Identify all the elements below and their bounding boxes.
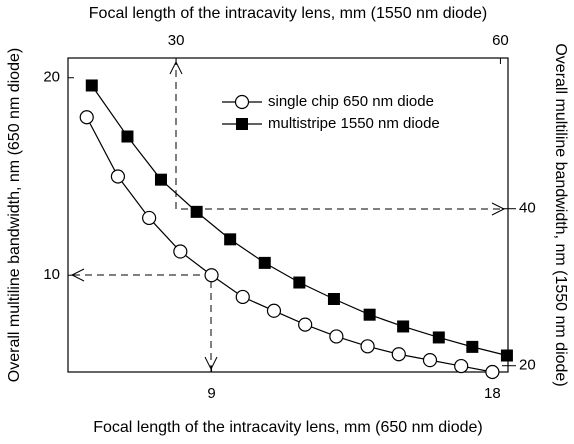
legend-marker	[236, 118, 248, 130]
x2-tick-label: 30	[168, 32, 185, 49]
marker	[397, 320, 410, 333]
marker	[466, 340, 479, 353]
marker	[363, 308, 376, 321]
marker	[327, 292, 340, 305]
x-tick-label: 9	[207, 385, 215, 402]
x2-axis-title: Focal length of the intracavity lens, mm…	[89, 5, 487, 22]
y-tick-label: 20	[43, 69, 60, 86]
marker	[224, 233, 237, 246]
marker	[432, 331, 445, 344]
marker	[85, 79, 98, 92]
y2-tick-label: 20	[519, 357, 536, 374]
arrow-head	[204, 356, 218, 371]
marker	[142, 210, 157, 226]
x2-tick-label: 60	[492, 32, 509, 49]
marker	[500, 349, 513, 362]
marker	[298, 317, 313, 332]
y-tick-label: 10	[43, 266, 60, 283]
marker	[258, 256, 271, 269]
y2-tick-label: 40	[519, 200, 536, 217]
marker	[121, 130, 134, 143]
marker	[173, 244, 188, 259]
marker	[266, 303, 282, 318]
marker	[391, 347, 406, 362]
marker	[79, 110, 94, 125]
marker	[293, 276, 306, 289]
x-tick-label: 18	[484, 385, 501, 402]
marker	[110, 169, 126, 184]
marker	[422, 353, 438, 368]
marker	[454, 358, 469, 374]
plot-frame	[67, 57, 509, 373]
guide-dashed	[72, 274, 212, 372]
marker	[360, 339, 375, 354]
legend-label: single chip 650 nm diode	[268, 93, 434, 110]
y-axis-title: Overall multiline bandwidth, nm (650 nm …	[6, 48, 23, 382]
guide-dashed	[175, 58, 504, 210]
marker	[329, 329, 344, 344]
marker	[190, 205, 203, 218]
x-axis-title: Focal length of the intracavity lens, mm…	[93, 419, 483, 436]
legend-marker	[234, 94, 250, 110]
marker	[154, 173, 167, 186]
legend-label: multistripe 1550 nm diode	[268, 115, 440, 132]
series-line	[86, 116, 493, 373]
y2-axis-title: Overall multiline bandwidth, nm (1550 nm…	[552, 43, 569, 386]
marker	[204, 268, 219, 283]
marker	[235, 289, 250, 305]
marker	[485, 364, 500, 380]
